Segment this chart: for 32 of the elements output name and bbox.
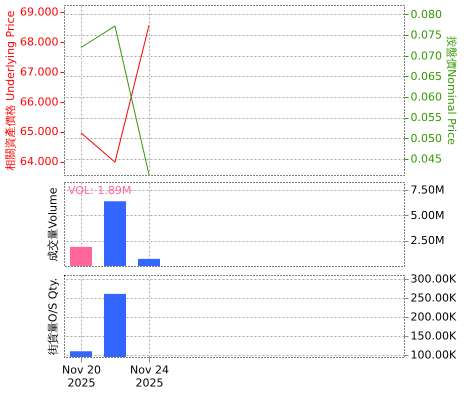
y2-tick-label: 0.060 — [410, 90, 442, 104]
y-tick-label: 5.00M — [410, 208, 444, 222]
y-axis-title: 街貨量O/S Qty. — [46, 278, 60, 356]
y-tick-label: 150.00K — [410, 330, 457, 343]
y-tick-label: 2.50M — [410, 234, 444, 248]
y2-tick-label: 0.055 — [410, 111, 442, 124]
y2-tick-label: 0.045 — [410, 152, 442, 166]
bar — [70, 246, 92, 266]
y-tick-label: 100.00K — [410, 348, 457, 362]
y-tick-label: 66.000 — [20, 95, 58, 108]
x-tick-label: Nov 20 2025 — [62, 364, 101, 390]
x-tick-label: Nov 24 2025 — [130, 364, 169, 390]
y-tick-label: 65.000 — [20, 125, 58, 138]
annotation: VOL: 1.89M — [68, 184, 132, 197]
y2-tick-label: 0.070 — [410, 49, 442, 62]
y-axis-title: 成交量Volume — [46, 187, 60, 262]
y-tick-label: 7.50M — [410, 184, 444, 197]
y-axis-title: 相關資產價格 Underlying Price — [4, 10, 18, 170]
y-tick-label: 250.00K — [410, 292, 457, 305]
y-tick-label: 68.000 — [20, 36, 58, 49]
bar — [104, 201, 126, 266]
y2-tick-label: 0.075 — [410, 28, 442, 42]
y2-axis-title: 按盤價Nominal Price — [444, 36, 458, 146]
y-tick-label: 64.000 — [20, 155, 58, 168]
y-tick-label: 69.000 — [20, 6, 58, 19]
y-tick-label: 67.000 — [20, 65, 58, 78]
bar — [138, 258, 160, 266]
y-tick-label: 300.00K — [410, 272, 457, 286]
y2-tick-label: 0.080 — [410, 8, 442, 21]
y-tick-label: 200.00K — [410, 310, 457, 324]
y2-tick-label: 0.050 — [410, 132, 442, 145]
y2-tick-label: 0.065 — [410, 70, 442, 83]
